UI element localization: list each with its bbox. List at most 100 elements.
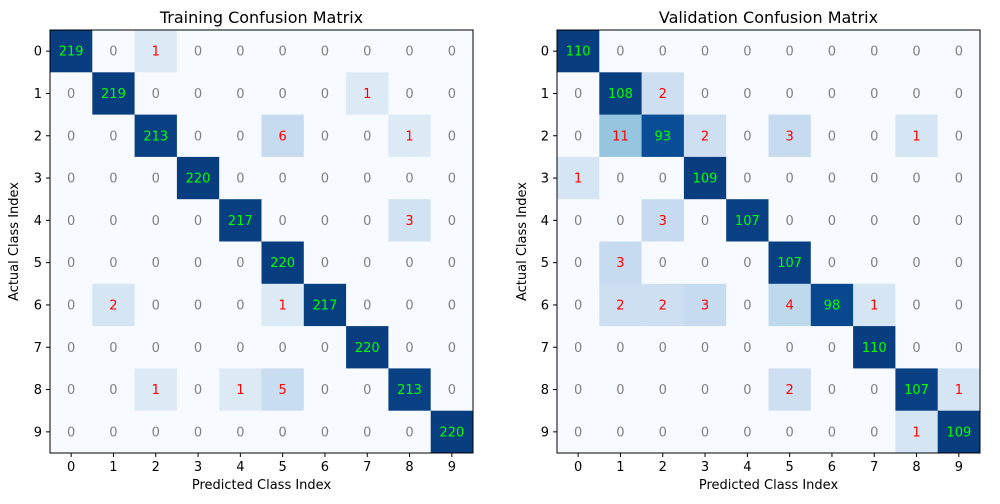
validation-cell-r0-c4 <box>726 30 769 73</box>
training-cell-r5-c9 <box>430 241 474 285</box>
validation-cell-r1-c6 <box>810 72 854 115</box>
validation-value-label-r9-c4: 0 <box>743 425 751 440</box>
training-value-label-r1-c2: 0 <box>152 87 160 102</box>
validation-value-label-r7-c7: 110 <box>862 341 887 356</box>
training-value-label-r4-c5: 0 <box>279 214 287 229</box>
training-cell-r6-c1 <box>92 283 135 327</box>
training-cell-r7-c3 <box>176 326 220 369</box>
training-x-axis-label: Predicted Class Index <box>192 478 332 493</box>
training-value-label-r4-c3: 0 <box>194 214 202 229</box>
validation-value-label-r3-c3: 109 <box>693 172 718 187</box>
training-value-label-r6-c1: 2 <box>109 298 117 313</box>
validation-value-label-r0-c4: 0 <box>743 45 751 60</box>
training-cell-r4-c1 <box>92 199 135 242</box>
training-value-label-r6-c3: 0 <box>194 298 202 313</box>
training-cell-r0-c9 <box>430 30 474 73</box>
training-cell-r1-c0 <box>50 72 93 115</box>
validation-cell-r2-c1 <box>599 114 642 158</box>
training-value-label-r5-c9: 0 <box>448 256 456 271</box>
validation-value-label-r8-c7: 0 <box>870 383 878 398</box>
validation-cell-r5-c7 <box>853 241 896 285</box>
training-value-label-r4-c8: 3 <box>405 214 413 229</box>
training-value-label-r1-c5: 0 <box>279 87 287 102</box>
validation-cell-r2-c9 <box>937 114 981 158</box>
training-cell-r2-c8 <box>388 114 432 158</box>
training-cell-r0-c1 <box>92 30 135 73</box>
validation-cell-r7-c9 <box>937 326 981 369</box>
validation-value-label-r4-c3: 0 <box>701 214 709 229</box>
training-value-label-r2-c0: 0 <box>67 129 75 144</box>
validation-value-label-r2-c0: 0 <box>574 129 582 144</box>
validation-cell-r7-c1 <box>599 326 642 369</box>
validation-value-label-r9-c7: 0 <box>870 425 878 440</box>
validation-cell-r8-c6 <box>810 368 854 412</box>
validation-value-label-r8-c3: 0 <box>701 383 709 398</box>
validation-cell-r9-c0 <box>557 410 600 454</box>
validation-cell-r9-c6 <box>810 410 854 454</box>
training-cell-r3-c6 <box>303 156 347 200</box>
training-cell-r7-c9 <box>430 326 474 369</box>
training-value-label-r6-c8: 0 <box>405 298 413 313</box>
training-value-label-r1-c8: 0 <box>405 87 413 102</box>
validation-value-label-r3-c6: 0 <box>828 172 836 187</box>
training-cell-r2-c0 <box>50 114 93 158</box>
training-x-tick-label-9: 9 <box>448 460 456 475</box>
training-x-tick-label-8: 8 <box>405 460 413 475</box>
validation-y-tick-label-3: 3 <box>541 172 549 187</box>
validation-value-label-r9-c3: 0 <box>701 425 709 440</box>
validation-cell-r5-c4 <box>726 241 769 285</box>
validation-value-label-r8-c4: 0 <box>743 383 751 398</box>
training-cell-r1-c4 <box>219 72 262 115</box>
validation-cell-r4-c4 <box>726 199 769 242</box>
training-y-tick-label-2: 2 <box>34 129 42 144</box>
validation-cell-r8-c8 <box>895 368 939 412</box>
validation-cell-r2-c7 <box>853 114 896 158</box>
validation-cell-r5-c5 <box>768 241 812 285</box>
training-value-label-r6-c6: 217 <box>313 298 338 313</box>
training-cell-r2-c2 <box>134 114 178 158</box>
training-value-label-r7-c5: 0 <box>279 341 287 356</box>
training-cell-r0-c0 <box>50 30 93 73</box>
training-value-label-r1-c7: 1 <box>363 87 371 102</box>
validation-value-label-r8-c2: 0 <box>659 383 667 398</box>
validation-x-tick-label-7: 7 <box>870 460 878 475</box>
training-value-label-r8-c3: 0 <box>194 383 202 398</box>
validation-value-label-r6-c7: 1 <box>870 298 878 313</box>
validation-cell-r9-c9 <box>937 410 981 454</box>
validation-value-label-r1-c5: 0 <box>786 87 794 102</box>
validation-cell-r8-c3 <box>683 368 727 412</box>
training-value-label-r1-c1: 219 <box>101 87 126 102</box>
validation-cell-r0-c1 <box>599 30 642 73</box>
validation-value-label-r3-c7: 0 <box>870 172 878 187</box>
training-cell-r1-c1 <box>92 72 135 115</box>
training-value-label-r7-c0: 0 <box>67 341 75 356</box>
training-value-label-r2-c4: 0 <box>236 129 244 144</box>
training-value-label-r3-c7: 0 <box>363 172 371 187</box>
validation-y-axis-label: Actual Class Index <box>515 182 530 301</box>
validation-cell-r9-c1 <box>599 410 642 454</box>
training-cell-r1-c2 <box>134 72 178 115</box>
validation-cell-r0-c7 <box>853 30 896 73</box>
validation-cell-r1-c8 <box>895 72 939 115</box>
validation-value-label-r8-c8: 107 <box>904 383 929 398</box>
training-cell-r8-c7 <box>346 368 389 412</box>
validation-cell-r3-c6 <box>810 156 854 200</box>
training-value-label-r0-c6: 0 <box>321 45 329 60</box>
training-cell-r3-c2 <box>134 156 178 200</box>
validation-value-label-r2-c5: 3 <box>786 129 794 144</box>
training-cell-r1-c8 <box>388 72 432 115</box>
validation-cell-r7-c4 <box>726 326 769 369</box>
validation-value-label-r4-c1: 0 <box>616 214 624 229</box>
training-cell-r2-c7 <box>346 114 389 158</box>
training-value-label-r5-c4: 0 <box>236 256 244 271</box>
training-value-label-r2-c9: 0 <box>448 129 456 144</box>
validation-value-label-r4-c2: 3 <box>659 214 667 229</box>
validation-value-label-r1-c3: 0 <box>701 87 709 102</box>
validation-cell-r2-c8 <box>895 114 939 158</box>
training-value-label-r2-c7: 0 <box>363 129 371 144</box>
validation-value-label-r1-c7: 0 <box>870 87 878 102</box>
training-cell-r2-c9 <box>430 114 474 158</box>
validation-cell-r7-c8 <box>895 326 939 369</box>
validation-y-tick-label-8: 8 <box>541 383 549 398</box>
training-y-tick-label-5: 5 <box>34 256 42 271</box>
